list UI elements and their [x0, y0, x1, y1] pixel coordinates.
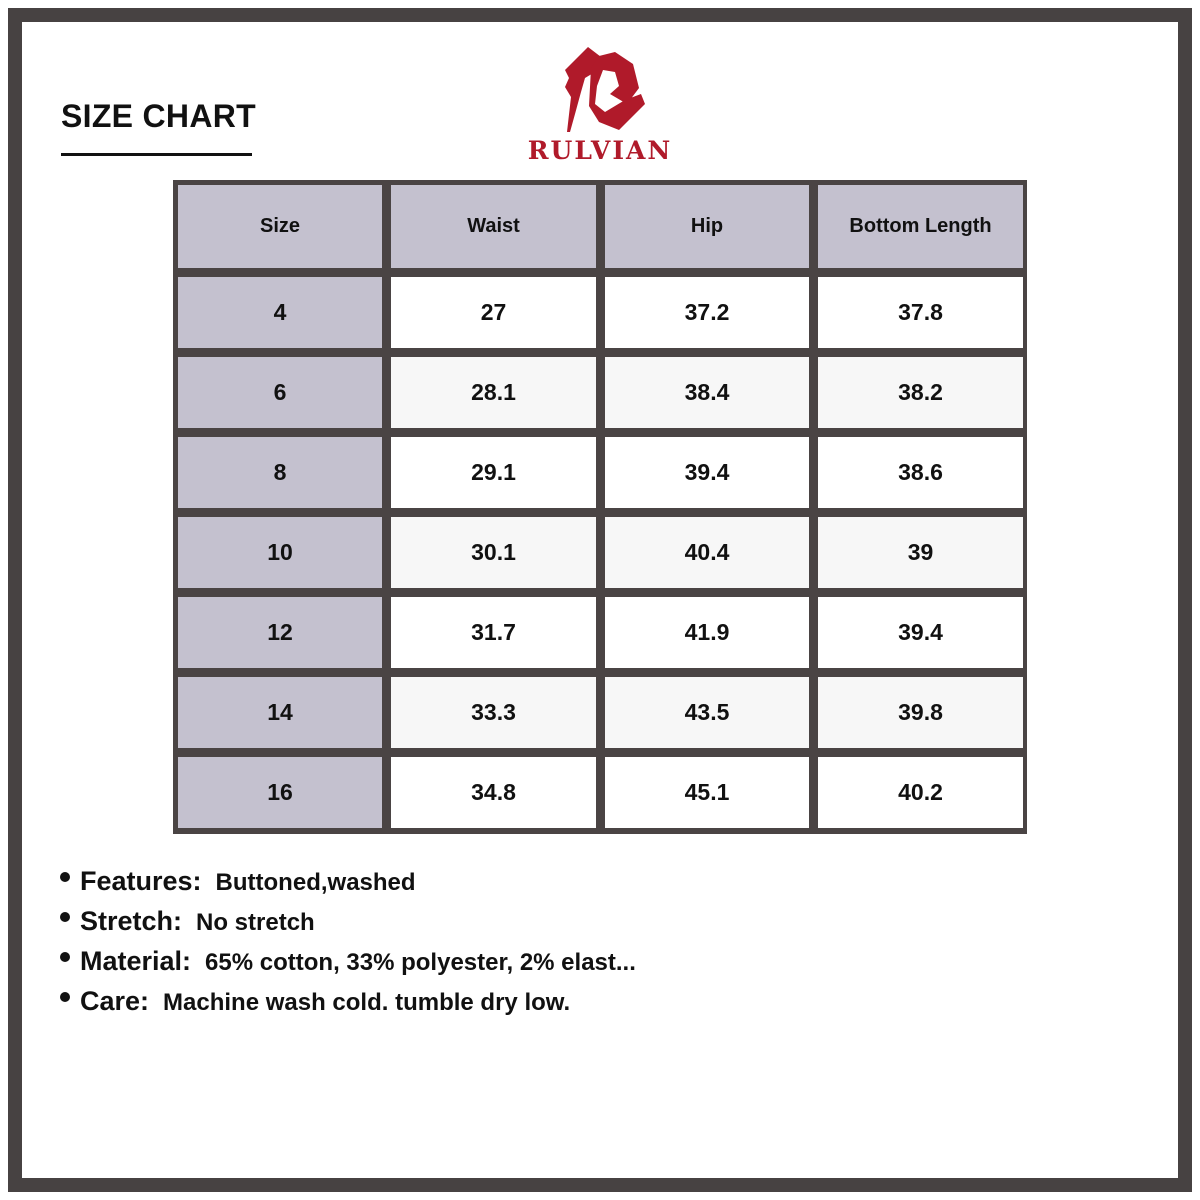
- detail-label: Material:: [80, 946, 192, 976]
- bullet-icon: [60, 952, 70, 962]
- table-cell: 39: [818, 517, 1023, 588]
- size-cell: 6: [178, 357, 382, 428]
- table-cell: 33.3: [391, 677, 596, 748]
- table-cell: 39.4: [818, 597, 1023, 668]
- detail-item: Stretch: No stretch: [60, 906, 636, 946]
- size-cell: 14: [178, 677, 382, 748]
- column-header: Size: [178, 185, 382, 268]
- table-cell: 31.7: [391, 597, 596, 668]
- table-cell: 28.1: [391, 357, 596, 428]
- table-cell: 39.4: [605, 437, 809, 508]
- table-cell: 38.4: [605, 357, 809, 428]
- table-cell: 29.1: [391, 437, 596, 508]
- detail-item: Features: Buttoned,washed: [60, 866, 636, 906]
- table-cell: 40.4: [605, 517, 809, 588]
- table-cell: 43.5: [605, 677, 809, 748]
- rulvian-r-logo-icon: [565, 47, 645, 132]
- table-cell: 41.9: [605, 597, 809, 668]
- table-cell: 39.8: [818, 677, 1023, 748]
- table-cell: 37.2: [605, 277, 809, 348]
- size-cell: 10: [178, 517, 382, 588]
- table-cell: 27: [391, 277, 596, 348]
- table-cell: 34.8: [391, 757, 596, 828]
- detail-value: 65% cotton, 33% polyester, 2% elast...: [205, 949, 636, 976]
- detail-item: Material: 65% cotton, 33% polyester, 2% e…: [60, 946, 636, 986]
- detail-value: No stretch: [196, 909, 315, 936]
- bullet-icon: [60, 992, 70, 1002]
- bullet-icon: [60, 872, 70, 882]
- table-cell: 38.6: [818, 437, 1023, 508]
- column-header: Hip: [605, 185, 809, 268]
- product-details: Features: Buttoned,washed Stretch: No stret…: [60, 866, 636, 1026]
- bullet-icon: [60, 912, 70, 922]
- table-cell: 30.1: [391, 517, 596, 588]
- detail-value: Machine wash cold. tumble dry low.: [163, 989, 571, 1016]
- size-table: Size Waist Hip Bottom Length 4 27 37.2 37.8 6 28.…: [173, 180, 1027, 834]
- detail-label: Care:: [80, 986, 150, 1016]
- title-underline: [61, 153, 252, 156]
- size-cell: 4: [178, 277, 382, 348]
- brand-name: RULVIAN: [527, 136, 673, 165]
- detail-label: Stretch:: [80, 906, 183, 936]
- size-cell: 8: [178, 437, 382, 508]
- table-cell: 38.2: [818, 357, 1023, 428]
- size-cell: 16: [178, 757, 382, 828]
- table-cell: 45.1: [605, 757, 809, 828]
- detail-item: Care: Machine wash cold. tumble dry low.: [60, 986, 636, 1026]
- detail-value: Buttoned,washed: [215, 869, 416, 896]
- column-header: Bottom Length: [818, 185, 1023, 268]
- detail-label: Features:: [80, 866, 202, 896]
- brand-logo: RULVIAN: [515, 42, 685, 167]
- size-cell: 12: [178, 597, 382, 668]
- table-cell: 40.2: [818, 757, 1023, 828]
- page-title: SIZE CHART: [61, 98, 256, 134]
- column-header: Waist: [391, 185, 596, 268]
- table-cell: 37.8: [818, 277, 1023, 348]
